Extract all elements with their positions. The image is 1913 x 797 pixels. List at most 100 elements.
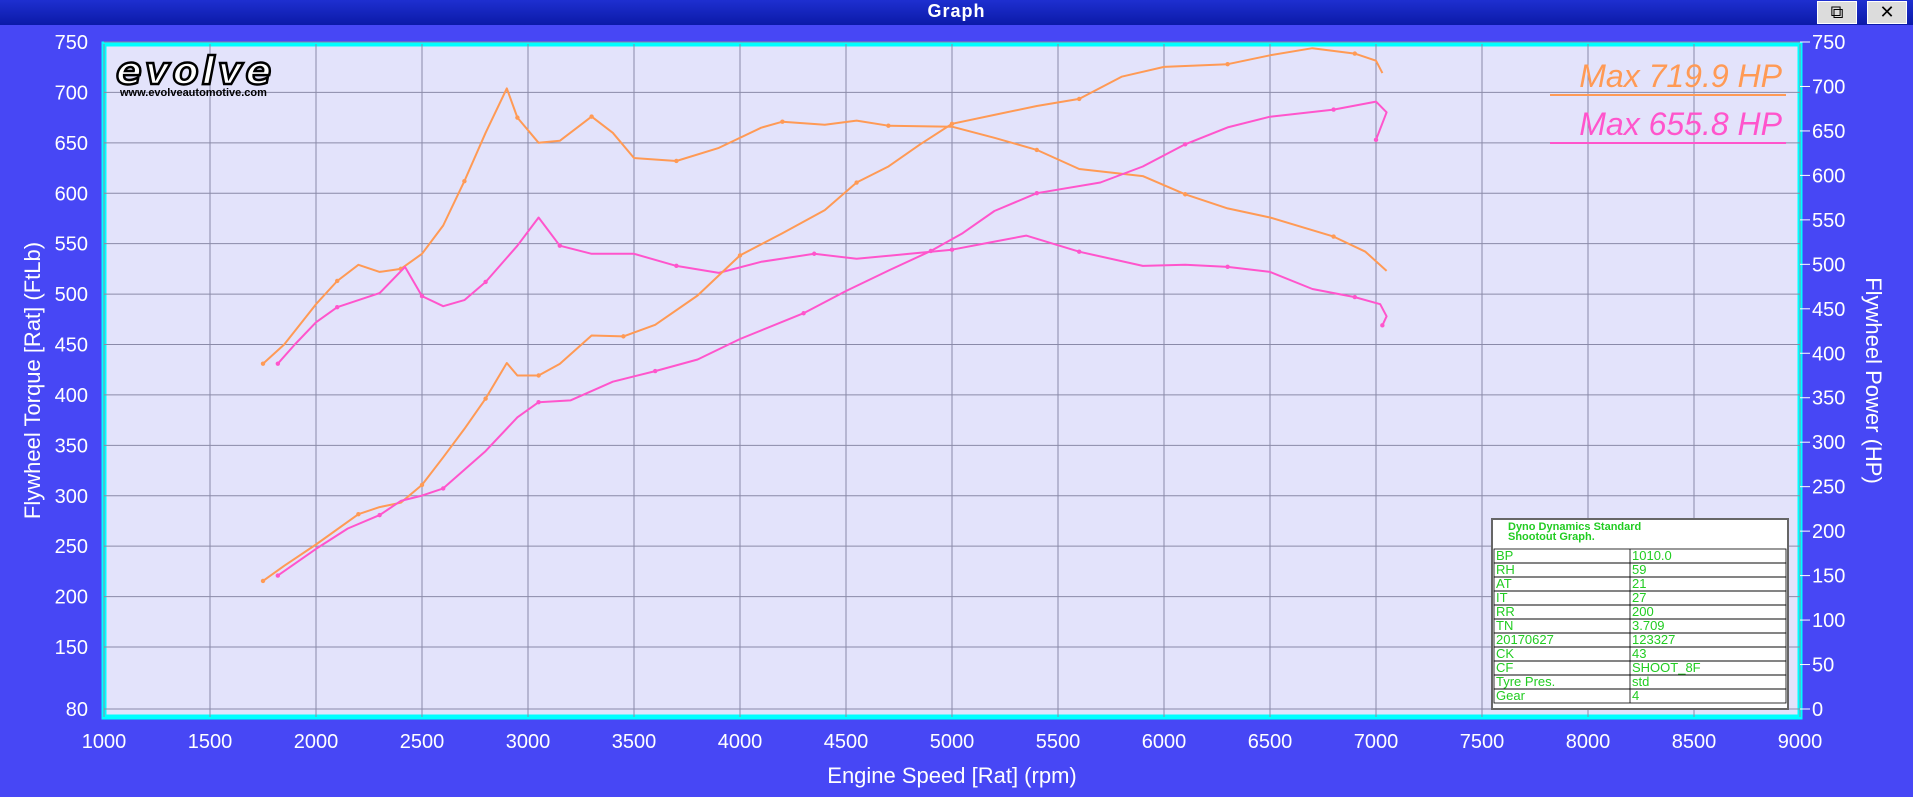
series-point — [621, 334, 626, 339]
y-right-tick-label: 650 — [1812, 121, 1845, 143]
info-table-key: RH — [1496, 562, 1515, 577]
info-table-key: RR — [1496, 604, 1515, 619]
x-tick-label: 2500 — [400, 731, 445, 753]
series-point — [419, 293, 425, 299]
y-right-tick-label: 0 — [1812, 699, 1823, 721]
x-tick-label: 5000 — [930, 731, 975, 753]
window-titlebar[interactable]: Graph ⧉ ✕ — [0, 0, 1913, 25]
info-table-value: 200 — [1632, 604, 1654, 619]
series-point — [515, 115, 520, 120]
x-tick-label: 7500 — [1460, 731, 1505, 753]
series-point — [335, 304, 340, 310]
series-point — [886, 123, 891, 128]
series-point — [1034, 190, 1040, 196]
info-table-row — [1493, 688, 1787, 704]
y-right-tick-label: 700 — [1812, 76, 1845, 98]
max-annotation-2: Max 655.8 HP — [1579, 106, 1782, 142]
series-point — [536, 399, 541, 405]
info-table-value: std — [1632, 674, 1649, 689]
grid — [103, 41, 1801, 717]
y-right-tick-label: 300 — [1812, 432, 1845, 454]
x-tick-label: 7000 — [1354, 731, 1399, 753]
series-line-2 — [277, 216, 1388, 365]
info-table-value: 4 — [1632, 688, 1639, 703]
series-point — [483, 396, 488, 401]
series-point — [462, 178, 467, 184]
series-point — [928, 248, 933, 254]
info-table-key: BP — [1496, 548, 1513, 563]
restore-icon: ⧉ — [1830, 2, 1844, 22]
series-point — [1034, 147, 1040, 153]
series-point — [674, 263, 679, 269]
y-left-tick-label: 80 — [66, 699, 88, 721]
y-left-tick-label: 300 — [55, 486, 88, 508]
y-right-tick-label: 200 — [1812, 521, 1845, 543]
max-annotation-1: Max 719.9 HP — [1579, 58, 1782, 94]
y-right-tick-label: 50 — [1812, 655, 1834, 677]
info-table-key: AT — [1496, 576, 1512, 591]
info-table-header: Dyno Dynamics Standard — [1508, 521, 1641, 533]
y-right-axis-label: Flywheel Power (HP) — [1861, 277, 1886, 484]
x-tick-label: 8500 — [1672, 731, 1717, 753]
series-point — [356, 512, 361, 517]
info-table-key: Gear — [1496, 688, 1526, 703]
logo-url: www.evolveautomotive.com — [119, 87, 267, 99]
series-point — [674, 158, 679, 164]
x-tick-label: 3000 — [506, 731, 551, 753]
series-point — [260, 578, 266, 584]
series-point — [1183, 192, 1188, 197]
restore-button[interactable]: ⧉ — [1817, 1, 1857, 24]
x-tick-label: 9000 — [1778, 731, 1823, 753]
series-point — [1077, 96, 1082, 102]
series-point — [557, 243, 562, 248]
info-table-value: 3.709 — [1632, 618, 1665, 633]
y-right-tick-label: 550 — [1812, 210, 1845, 232]
series-point — [780, 119, 785, 124]
info-table-value: 21 — [1632, 576, 1646, 591]
window-title: Graph — [927, 1, 986, 21]
info-table-key: IT — [1496, 590, 1508, 605]
axis-labels: Engine Speed [Rat] (rpm) Flywheel Torque … — [20, 242, 1886, 788]
series-line-1 — [262, 87, 1388, 365]
series-point — [1331, 107, 1336, 112]
series-point — [854, 180, 859, 185]
x-tick-label: 8000 — [1566, 731, 1611, 753]
series-group — [260, 47, 1388, 584]
y-right-tick-label: 150 — [1812, 566, 1845, 588]
info-table-value: 1010.0 — [1632, 548, 1672, 563]
logo-brand: evolve — [116, 49, 274, 93]
series-point — [1380, 323, 1385, 328]
y-left-tick-label: 200 — [55, 587, 88, 609]
x-tick-label: 5500 — [1036, 731, 1081, 753]
series-point — [377, 512, 382, 518]
y-left-tick-label: 600 — [55, 183, 88, 205]
info-table-key: TN — [1496, 618, 1513, 633]
series-point — [737, 253, 743, 258]
series-point — [801, 311, 806, 316]
y-left-tick-label: 650 — [55, 133, 88, 155]
series-point — [1183, 142, 1188, 147]
info-table-value: 123327 — [1632, 632, 1675, 647]
close-button[interactable]: ✕ — [1867, 1, 1907, 24]
x-tick-label: 6000 — [1142, 731, 1187, 753]
info-table-key: CF — [1496, 660, 1513, 675]
info-table-value: SHOOT_8F — [1632, 660, 1701, 675]
series-point — [653, 368, 658, 374]
max-annotations: Max 719.9 HP Max 655.8 HP — [1550, 58, 1786, 144]
y-right-tick-label: 500 — [1812, 254, 1845, 276]
y-right-tick-label: 100 — [1812, 610, 1845, 632]
y-right-tick-label: 600 — [1812, 165, 1845, 187]
y-left-axis-label: Flywheel Torque [Rat] (FtLb) — [20, 242, 45, 519]
x-tick-label: 2000 — [294, 731, 339, 753]
info-table-header: Shootout Graph. — [1508, 531, 1595, 543]
series-point — [589, 114, 594, 119]
dyno-chart: 1000 1500 2000 2500 3000 3500 4000 4500 5000 5500… — [20, 32, 1886, 788]
series-point — [1077, 249, 1082, 254]
x-tick-label: 1000 — [82, 731, 127, 753]
close-icon: ✕ — [1879, 2, 1895, 22]
x-axis-label: Engine Speed [Rat] (rpm) — [827, 763, 1076, 788]
x-tick-label: 4500 — [824, 731, 869, 753]
y-left-tick-label: 400 — [55, 385, 88, 407]
